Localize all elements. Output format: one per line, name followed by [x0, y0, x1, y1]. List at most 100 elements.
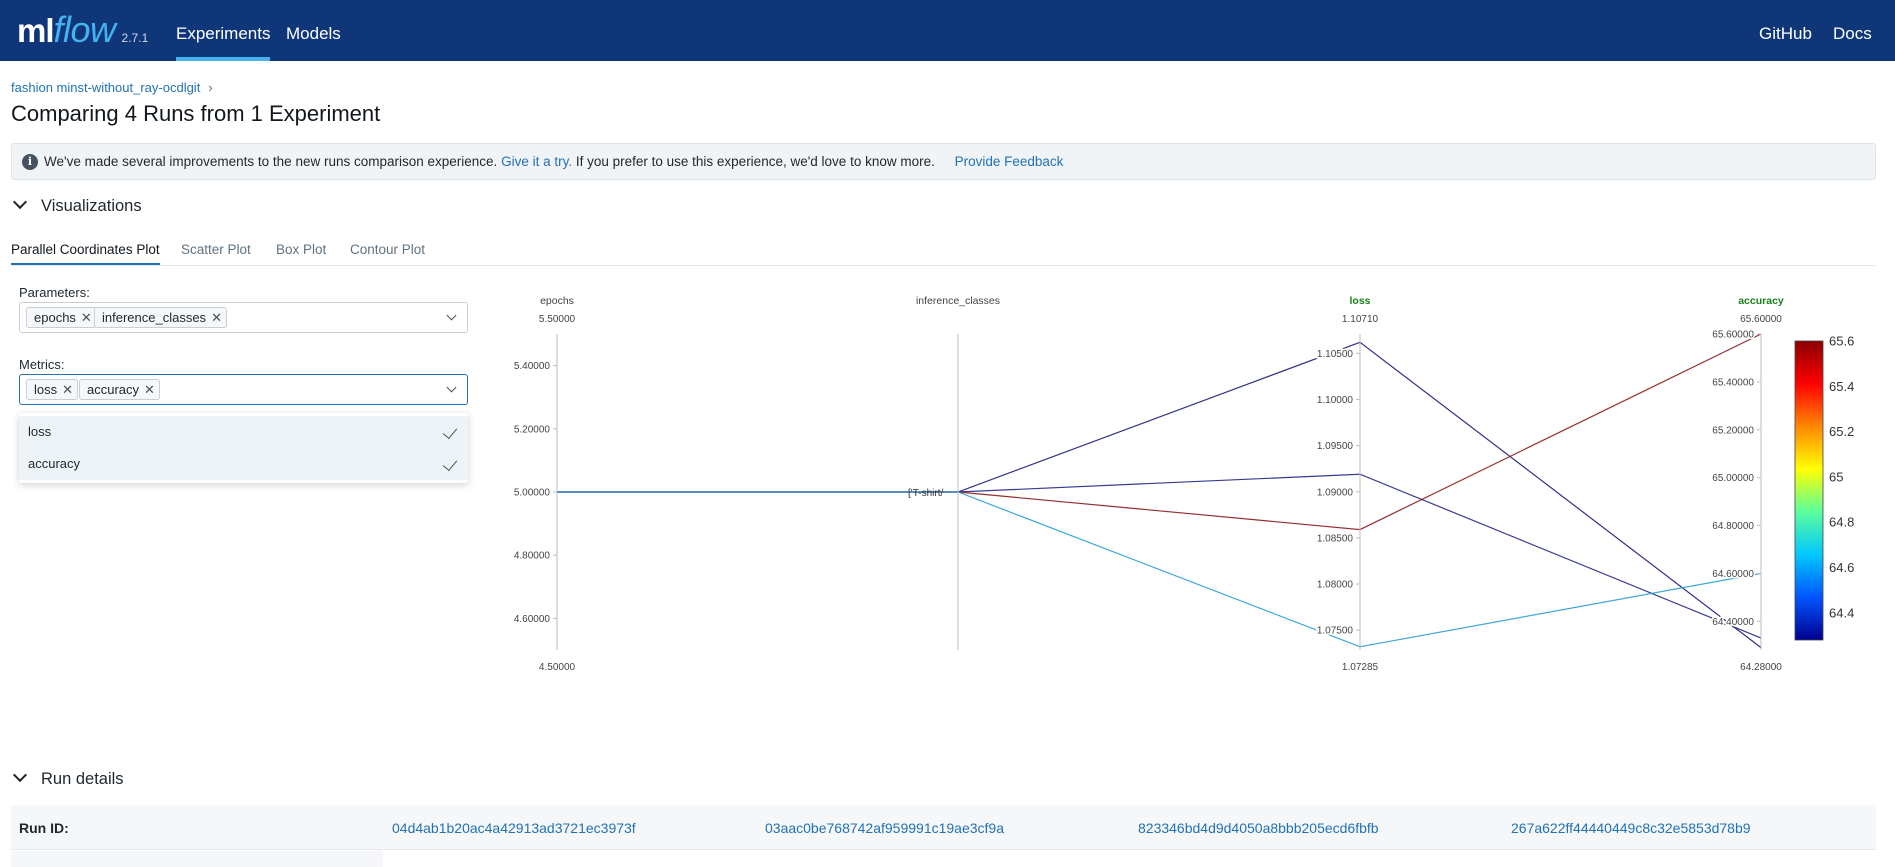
run-id-row: Run ID: 04d4ab1b20ac4a42913ad3721ec3973f…	[11, 805, 1876, 850]
dropdown-option-accuracy[interactable]: accuracy	[19, 448, 468, 480]
axis-title-epochs: epochs	[540, 295, 574, 307]
run-details-section-toggle[interactable]: Run details	[12, 767, 124, 789]
axis-tick-label: 64.40000	[1712, 617, 1754, 628]
run-line-4	[557, 491, 1762, 648]
axis-tick-label: 65.20000	[1712, 425, 1754, 436]
tag-label: epochs	[34, 310, 76, 325]
axis-tick-label: 1.07500	[1317, 626, 1354, 637]
banner-message-2: If you prefer to use this experience, we…	[575, 154, 935, 169]
axis-tick-label: 5.40000	[514, 361, 551, 372]
visualizations-section-toggle[interactable]: Visualizations	[12, 194, 142, 216]
tag-label: inference_classes	[102, 310, 207, 325]
axis-bottom-label: 64.28000	[1740, 662, 1782, 673]
breadcrumb-chevron-icon: ›	[208, 80, 213, 95]
dropdown-option-loss[interactable]: loss	[19, 416, 468, 448]
colorbar-tick-label: 65	[1829, 469, 1843, 484]
info-banner: i We've made several improvements to the…	[11, 143, 1876, 180]
axis-bottom-label: 1.07285	[1342, 662, 1379, 673]
mlflow-logo[interactable]: ml flow 2.7.1	[17, 8, 148, 52]
axis-title-inference_classes: inference_classes	[916, 295, 1000, 307]
page-title: Comparing 4 Runs from 1 Experiment	[11, 101, 381, 126]
metrics-select[interactable]: loss ✕ accuracy ✕	[19, 374, 468, 405]
run-id-link[interactable]: 267a622ff44440449c8c32e5853d78b9	[1511, 820, 1751, 836]
axis-tick-label: 64.80000	[1712, 521, 1754, 532]
tab-box-plot[interactable]: Box Plot	[276, 242, 327, 257]
axis-tick-label: 64.60000	[1712, 569, 1754, 580]
version-label: 2.7.1	[121, 31, 149, 45]
breadcrumb-experiment-link[interactable]: fashion minst-without_ray-ocdlgit	[11, 80, 201, 95]
parameters-label: Parameters:	[19, 285, 90, 300]
provide-feedback-link[interactable]: Provide Feedback	[954, 154, 1064, 169]
tab-scatter-plot[interactable]: Scatter Plot	[181, 242, 251, 257]
metric-tag-accuracy: accuracy ✕	[79, 379, 160, 400]
colorbar-tick-label: 64.6	[1829, 560, 1854, 575]
axis-tick-label: 1.10500	[1317, 349, 1354, 360]
run-details-label: Run details	[41, 770, 124, 788]
logo-ml-text: ml	[17, 12, 55, 49]
tab-parallel-coordinates[interactable]: Parallel Coordinates Plot	[11, 242, 160, 265]
colorbar-tick-label: 64.4	[1829, 605, 1854, 620]
remove-tag-close-icon[interactable]: ✕	[144, 382, 155, 397]
axis-tick-label: 5.20000	[514, 424, 551, 435]
axis-title-loss: loss	[1349, 295, 1370, 307]
remove-tag-close-icon[interactable]: ✕	[211, 310, 222, 325]
tag-label: accuracy	[87, 382, 140, 397]
remove-tag-close-icon[interactable]: ✕	[80, 310, 92, 325]
nav-experiments[interactable]: Experiments	[176, 0, 271, 61]
remove-tag-close-icon[interactable]: ✕	[62, 382, 74, 397]
run-line-2	[557, 473, 1762, 639]
run-line-3	[557, 333, 1762, 531]
axis-top-label: 65.60000	[1740, 314, 1782, 325]
axis-tick-label: 4.80000	[514, 551, 551, 562]
banner-message: We've made several improvements to the n…	[44, 154, 498, 169]
nav-github[interactable]: GitHub	[1759, 24, 1812, 43]
checkmark-icon	[442, 423, 458, 440]
axis-tick-label: 5.00000	[514, 488, 551, 499]
chevron-down-icon	[12, 767, 28, 783]
metrics-label: Metrics:	[19, 357, 65, 372]
visualizations-label: Visualizations	[41, 197, 142, 215]
chevron-down-icon[interactable]	[446, 310, 457, 321]
colorbar-tick-label: 65.4	[1829, 379, 1854, 394]
checkmark-icon	[442, 455, 458, 472]
option-label: loss	[28, 424, 52, 439]
category-label: ['T-shirt/	[908, 488, 943, 499]
axis-tick-label: 65.60000	[1712, 330, 1754, 341]
nav-models[interactable]: Models	[286, 24, 341, 43]
axis-tick-label: 1.08500	[1317, 533, 1354, 544]
tab-contour-plot[interactable]: Contour Plot	[350, 242, 426, 257]
banner-text: We've made several improvements to the n…	[44, 144, 1063, 179]
axis-bottom-label: 4.50000	[539, 662, 576, 673]
chevron-down-icon[interactable]	[446, 382, 457, 393]
run-id-link[interactable]: 04d4ab1b20ac4a42913ad3721ec3973f	[392, 820, 636, 836]
colorbar-tick-label: 64.8	[1829, 515, 1854, 530]
axis-top-label: 5.50000	[539, 314, 576, 325]
tag-label: loss	[34, 382, 58, 397]
option-label: accuracy	[28, 456, 81, 471]
axis-tick-label: 1.10000	[1317, 395, 1354, 406]
axis-tick-label: 1.09000	[1317, 487, 1354, 498]
axis-tick-label: 4.60000	[514, 614, 551, 625]
breadcrumb: fashion minst-without_ray-ocdlgit ›	[11, 80, 213, 95]
metric-tag-loss: loss ✕	[26, 379, 79, 400]
colorbar	[1794, 340, 1824, 641]
axis-title-accuracy: accuracy	[1738, 295, 1784, 307]
parameters-select[interactable]: epochs ✕ inference_classes ✕	[19, 302, 468, 333]
axis-tick-label: 1.09500	[1317, 441, 1354, 452]
logo-flow-text: flow	[53, 9, 117, 50]
run-id-link[interactable]: 03aac0be768742af959991c19ae3cf9a	[765, 820, 1005, 836]
axis-tick-label: 1.08000	[1317, 580, 1354, 591]
nav-docs[interactable]: Docs	[1833, 24, 1872, 43]
give-it-a-try-link[interactable]: Give it a try.	[501, 154, 573, 169]
info-icon: i	[22, 154, 38, 170]
run-id-link[interactable]: 823346bd4d9d4050a8bbb205ecd6fbfb	[1138, 820, 1379, 836]
run-line-1	[557, 341, 1762, 649]
parameter-tag-epochs: epochs ✕	[26, 307, 97, 328]
colorbar-tick-label: 65.2	[1829, 424, 1854, 439]
chevron-down-icon	[12, 194, 28, 210]
axis-top-label: 1.10710	[1342, 314, 1379, 325]
axis-tick-label: 65.00000	[1712, 473, 1754, 484]
parameter-tag-inference-classes: inference_classes ✕	[94, 307, 227, 328]
metrics-dropdown-menu: loss accuracy	[19, 413, 468, 483]
colorbar-tick-label: 65.6	[1829, 334, 1854, 349]
